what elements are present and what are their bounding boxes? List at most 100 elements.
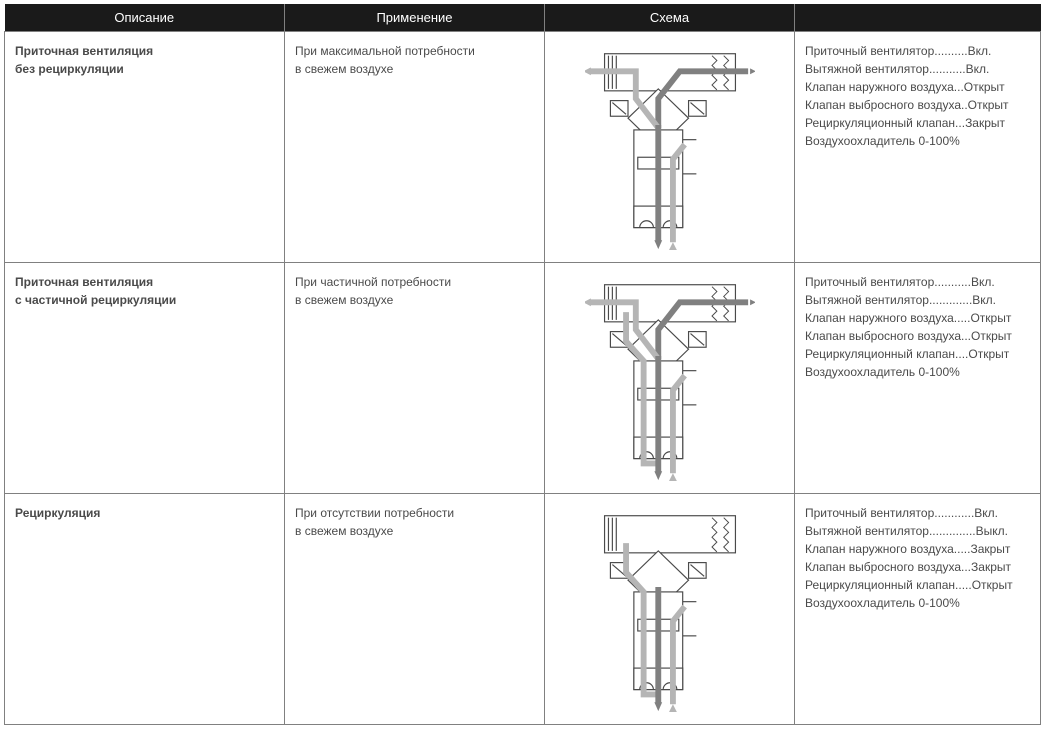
hvac-schematic (585, 273, 755, 483)
status-line: Рециркуляционный клапан.....Открыт (805, 576, 1030, 594)
status-label: Приточный вентилятор (805, 504, 934, 522)
status-line: Вытяжной вентилятор............. Вкл. (805, 291, 1030, 309)
application-line1: При частичной потребности (295, 273, 534, 291)
hvac-schematic (585, 42, 755, 252)
application-line1: При максимальной потребности (295, 42, 534, 60)
status-line: Клапан наружного воздуха..... Открыт (805, 309, 1030, 327)
table-row: Приточная вентиляцияс частичной рециркул… (5, 263, 1041, 494)
status-dots: ............. (929, 291, 972, 309)
description-line1: Приточная вентиляция (15, 42, 274, 60)
cell-application: При максимальной потребностив свежем воз… (285, 32, 545, 263)
cell-scheme (545, 32, 795, 263)
status-label: Рециркуляционный клапан (805, 345, 955, 363)
status-line: Вытяжной вентилятор...........Вкл. (805, 60, 1030, 78)
status-label: Воздухоохладитель 0-100% (805, 132, 960, 150)
status-value: Открыт (968, 345, 1009, 363)
header-application: Применение (285, 4, 545, 32)
status-value: Открыт (971, 327, 1012, 345)
status-label: Клапан наружного воздуха (805, 78, 954, 96)
status-dots: ............ (934, 504, 974, 522)
description-line1: Приточная вентиляция (15, 273, 274, 291)
status-value: Вкл. (972, 291, 996, 309)
status-dots: ........... (934, 273, 971, 291)
ventilation-modes-table: Описание Применение Схема Приточная вент… (4, 4, 1041, 725)
status-line: Воздухоохладитель 0-100% (805, 363, 1030, 381)
status-line: Вытяжной вентилятор..............Выкл. (805, 522, 1030, 540)
application-line1: При отсутствии потребности (295, 504, 534, 522)
status-line: Воздухоохладитель 0-100% (805, 594, 1030, 612)
status-dots: .. (961, 96, 968, 114)
status-line: Приточный вентилятор........... Вкл. (805, 273, 1030, 291)
status-value: Вкл. (974, 504, 998, 522)
cell-description: Приточная вентиляцияс частичной рециркул… (5, 263, 285, 494)
status-dots: ... (961, 327, 971, 345)
status-value: Закрыт (971, 558, 1011, 576)
status-dots: .............. (929, 522, 976, 540)
status-dots: ... (954, 78, 964, 96)
status-value: Открыт (972, 576, 1013, 594)
status-label: Клапан наружного воздуха (805, 309, 954, 327)
status-label: Вытяжной вентилятор (805, 522, 929, 540)
description-line1: Рециркуляция (15, 504, 274, 522)
table-header-row: Описание Применение Схема (5, 4, 1041, 32)
status-line: Клапан выбросного воздуха... Открыт (805, 327, 1030, 345)
status-dots: ..... (954, 309, 971, 327)
status-line: Рециркуляционный клапан.... Открыт (805, 345, 1030, 363)
status-label: Рециркуляционный клапан (805, 576, 955, 594)
status-label: Воздухоохладитель 0-100% (805, 363, 960, 381)
table-row: Приточная вентиляциябез рециркуляцииПри … (5, 32, 1041, 263)
status-value: Открыт (964, 78, 1005, 96)
status-label: Приточный вентилятор (805, 42, 934, 60)
status-dots: ... (955, 114, 965, 132)
cell-application: При отсутствии потребностив свежем возду… (285, 494, 545, 725)
status-line: Воздухоохладитель 0-100% (805, 132, 1030, 150)
header-status (795, 4, 1041, 32)
table-row: Рециркуляция При отсутствии потребностив … (5, 494, 1041, 725)
cell-status: Приточный вентилятор..........Вкл.Вытяжн… (795, 32, 1041, 263)
header-description: Описание (5, 4, 285, 32)
status-label: Воздухоохладитель 0-100% (805, 594, 960, 612)
cell-description: Приточная вентиляциябез рециркуляции (5, 32, 285, 263)
status-value: Закрыт (970, 540, 1010, 558)
application-line2: в свежем воздухе (295, 60, 534, 78)
description-line2: без рециркуляции (15, 60, 274, 78)
hvac-schematic (585, 504, 755, 714)
cell-scheme (545, 263, 795, 494)
status-label: Клапан наружного воздуха (805, 540, 954, 558)
status-label: Клапан выбросного воздуха (805, 558, 961, 576)
status-line: Клапан выбросного воздуха..Открыт (805, 96, 1030, 114)
status-line: Клапан наружного воздуха... Открыт (805, 78, 1030, 96)
status-dots: ..... (955, 576, 972, 594)
status-value: Закрыт (965, 114, 1005, 132)
status-label: Вытяжной вентилятор (805, 60, 929, 78)
application-line2: в свежем воздухе (295, 291, 534, 309)
status-line: Приточный вентилятор..........Вкл. (805, 42, 1030, 60)
status-value: Открыт (970, 309, 1011, 327)
description-line2: с частичной рециркуляции (15, 291, 274, 309)
status-dots: .... (955, 345, 968, 363)
status-value: Выкл. (976, 522, 1008, 540)
status-dots: ... (961, 558, 971, 576)
status-label: Приточный вентилятор (805, 273, 934, 291)
status-value: Вкл. (966, 60, 990, 78)
status-value: Открыт (968, 96, 1009, 114)
status-value: Вкл. (968, 42, 992, 60)
application-line2: в свежем воздухе (295, 522, 534, 540)
status-line: Клапан наружного воздуха..... Закрыт (805, 540, 1030, 558)
status-line: Рециркуляционный клапан... Закрыт (805, 114, 1030, 132)
status-label: Клапан выбросного воздуха (805, 96, 961, 114)
cell-description: Рециркуляция (5, 494, 285, 725)
status-label: Рециркуляционный клапан (805, 114, 955, 132)
status-label: Вытяжной вентилятор (805, 291, 929, 309)
cell-scheme (545, 494, 795, 725)
status-dots: .......... (934, 42, 967, 60)
status-value: Вкл. (971, 273, 995, 291)
status-line: Клапан выбросного воздуха... Закрыт (805, 558, 1030, 576)
cell-application: При частичной потребностив свежем воздух… (285, 263, 545, 494)
cell-status: Приточный вентилятор............Вкл.Вытя… (795, 494, 1041, 725)
cell-status: Приточный вентилятор........... Вкл.Вытя… (795, 263, 1041, 494)
status-label: Клапан выбросного воздуха (805, 327, 961, 345)
status-dots: ........... (929, 60, 966, 78)
header-scheme: Схема (545, 4, 795, 32)
status-dots: ..... (954, 540, 971, 558)
